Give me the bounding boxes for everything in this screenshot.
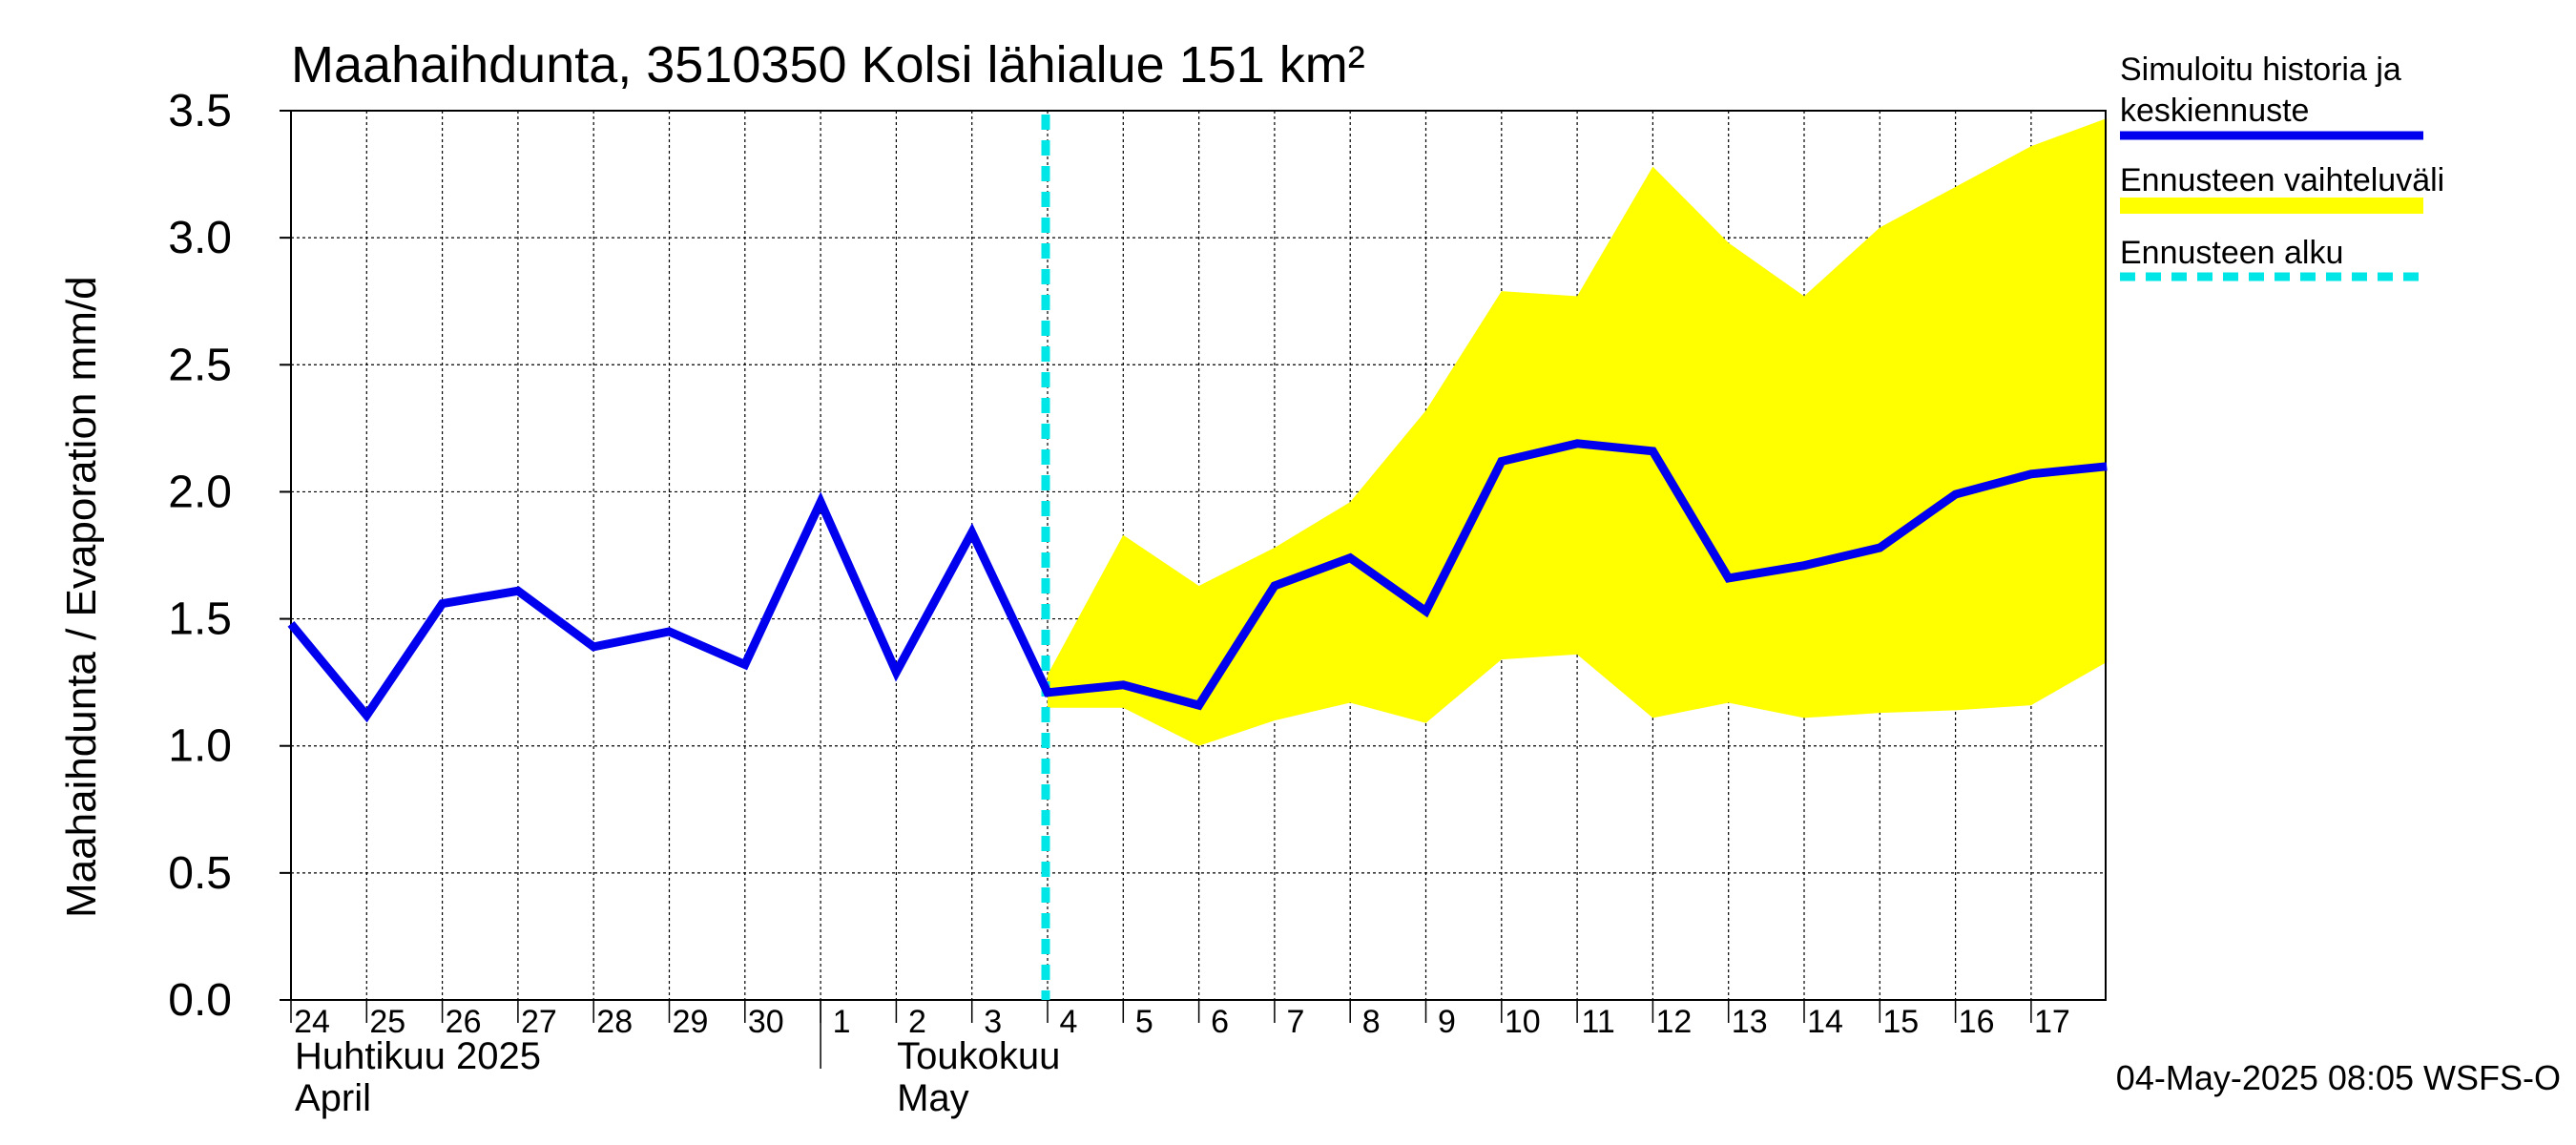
y-tick-label: 3.5 <box>168 86 232 136</box>
x-tick-label: 27 <box>521 1004 557 1040</box>
x-tick-label: 12 <box>1655 1004 1692 1040</box>
y-tick-label: 3.0 <box>168 213 232 263</box>
month-label-fi: Toukokuu <box>897 1035 1060 1077</box>
legend: Simuloitu historia ja keskiennuste Ennuste… <box>2120 52 2444 281</box>
x-tick-label: 24 <box>294 1004 330 1040</box>
forecast-range-area <box>1048 117 2108 746</box>
x-tick-label: 13 <box>1732 1004 1768 1040</box>
month-label-en: April <box>295 1077 371 1119</box>
y-tick-label: 2.0 <box>168 467 232 517</box>
chart-title: Maahaihdunta, 3510350 Kolsi lähialue 151… <box>291 36 1365 94</box>
x-tick-label: 8 <box>1362 1004 1381 1040</box>
x-tick-label: 2 <box>908 1004 926 1040</box>
main-series <box>287 439 2108 723</box>
legend-label-history: Simuloitu historia ja <box>2120 52 2401 88</box>
x-tick-label: 25 <box>369 1004 405 1040</box>
forecast-band <box>1048 117 2108 746</box>
x-tick-label: 5 <box>1135 1004 1153 1040</box>
legend-label-range: Ennusteen vaihteluväli <box>2120 162 2444 198</box>
y-tick-label: 1.5 <box>168 594 232 645</box>
x-tick-label: 7 <box>1286 1004 1304 1040</box>
x-axis: 24 25 26 27 28 29 30 1 2 3 4 5 6 7 8 9 10 11 12 13 14 15 16 17H… <box>290 1000 2070 1119</box>
x-tick-label: 30 <box>748 1004 784 1040</box>
y-tick-label: 2.5 <box>168 340 232 390</box>
y-axis-label: Maahaihdunta / Evaporation mm/d <box>58 276 105 918</box>
y-axis: 0.0 0.5 1.0 1.5 2.0 2.5 3.0 3.5 <box>168 86 291 1026</box>
x-tick-label: 26 <box>446 1004 482 1040</box>
y-tick-label: 1.0 <box>168 721 232 772</box>
legend-label-history: keskiennuste <box>2120 93 2309 129</box>
x-tick-label: 14 <box>1807 1004 1843 1040</box>
month-label-fi: Huhtikuu 2025 <box>295 1035 541 1077</box>
x-tick-label: 4 <box>1060 1004 1078 1040</box>
y-tick-label: 0.0 <box>168 975 232 1026</box>
x-tick-label: 29 <box>673 1004 709 1040</box>
y-tick-label: 0.5 <box>168 848 232 899</box>
x-tick-label: 28 <box>596 1004 633 1040</box>
x-tick-label: 9 <box>1438 1004 1456 1040</box>
x-tick-label: 10 <box>1505 1004 1541 1040</box>
x-tick-label: 1 <box>833 1004 851 1040</box>
legend-label-forecast-start: Ennusteen alku <box>2120 235 2343 271</box>
footer-timestamp: 04-May-2025 08:05 WSFS-O <box>2116 1058 2561 1097</box>
x-tick-label: 16 <box>1959 1004 1995 1040</box>
x-tick-label: 3 <box>984 1004 1002 1040</box>
x-tick-label: 6 <box>1211 1004 1229 1040</box>
x-tick-label: 11 <box>1581 1004 1614 1040</box>
legend-swatch-range <box>2120 198 2423 214</box>
x-tick-label: 17 <box>2034 1004 2070 1040</box>
month-label-en: May <box>897 1077 969 1119</box>
x-tick-label: 15 <box>1882 1004 1919 1040</box>
